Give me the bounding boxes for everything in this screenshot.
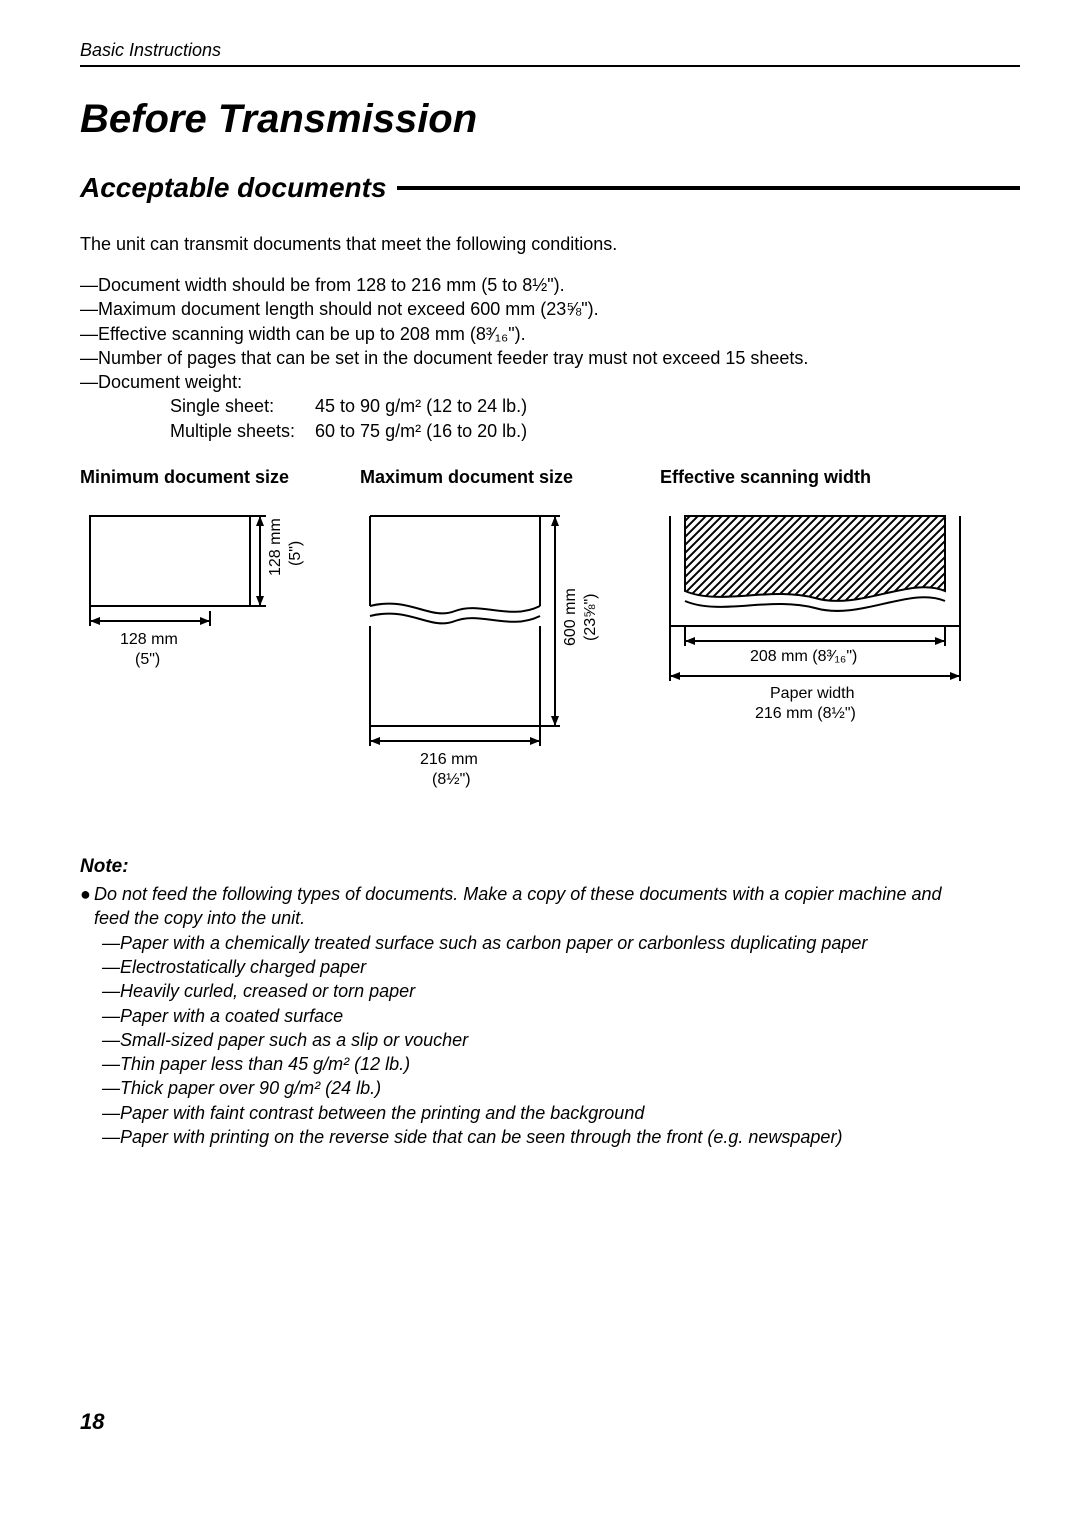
- note-body: ●Do not feed the following types of docu…: [80, 882, 1020, 1149]
- note-item: —Thick paper over 90 g/m² (24 lb.): [80, 1076, 1020, 1100]
- note-item: —Paper with faint contrast between the p…: [80, 1101, 1020, 1125]
- spec-label: Multiple sheets:: [170, 419, 310, 443]
- note-item: —Small-sized paper such as a slip or vou…: [80, 1028, 1020, 1052]
- spec-line-indent: Single sheet: 45 to 90 g/m² (12 to 24 lb…: [80, 394, 1020, 418]
- spec-label: Single sheet:: [170, 394, 310, 418]
- sub-title: Acceptable documents: [80, 172, 397, 204]
- spec-line: —Effective scanning width can be up to 2…: [80, 322, 1020, 346]
- sub-title-row: Acceptable documents: [80, 172, 1020, 204]
- spec-line: —Maximum document length should not exce…: [80, 297, 1020, 321]
- note-heading: Note:: [80, 856, 1020, 878]
- main-title: Before Transmission: [80, 97, 1020, 142]
- spec-line-indent: Multiple sheets: 60 to 75 g/m² (16 to 20…: [80, 419, 1020, 443]
- spec-line: —Document weight:: [80, 370, 1020, 394]
- spec-value: 45 to 90 g/m² (12 to 24 lb.): [315, 396, 527, 416]
- spec-list: —Document width should be from 128 to 21…: [80, 273, 1020, 443]
- max-size-svg: 600 mm (23⅝") 216 mm (8½"): [360, 506, 640, 796]
- max-width-label2: (8½"): [432, 771, 471, 788]
- note-item: —Paper with a coated surface: [80, 1004, 1020, 1028]
- note-intro: ●Do not feed the following types of docu…: [80, 882, 1020, 906]
- note-item: —Paper with printing on the reverse side…: [80, 1125, 1020, 1149]
- note-intro-a: Do not feed the following types of docum…: [94, 884, 942, 904]
- paper-width-label1: Paper width: [770, 685, 855, 702]
- diagram-max: 600 mm (23⅝") 216 mm (8½"): [360, 506, 660, 796]
- eff-width-svg: 208 mm (8³⁄₁₆") Paper width 216 mm (8½"): [660, 506, 980, 736]
- diagram-header: Minimum document size: [80, 467, 360, 488]
- max-height-label2: (23⅝"): [582, 594, 599, 641]
- spec-value: 60 to 75 g/m² (16 to 20 lb.): [315, 421, 527, 441]
- eff-width-label: 208 mm (8³⁄₁₆"): [750, 648, 857, 665]
- max-height-label: 600 mm: [562, 588, 579, 646]
- diagram-eff: 208 mm (8³⁄₁₆") Paper width 216 mm (8½"): [660, 506, 1020, 736]
- note-item: —Thin paper less than 45 g/m² (12 lb.): [80, 1052, 1020, 1076]
- diagram-header: Effective scanning width: [660, 467, 1020, 488]
- paper-width-label2: 216 mm (8½"): [755, 705, 856, 722]
- intro-text: The unit can transmit documents that mee…: [80, 234, 1020, 255]
- min-width-label: 128 mm: [120, 631, 178, 648]
- spec-line: —Document width should be from 128 to 21…: [80, 273, 1020, 297]
- diagram-min: 128 mm (5") 128 mm (5"): [80, 506, 360, 686]
- min-height-label2: (5"): [287, 541, 304, 566]
- page-number: 18: [80, 1409, 1020, 1435]
- diagram-headers: Minimum document size Maximum document s…: [80, 467, 1020, 488]
- diagram-header: Maximum document size: [360, 467, 660, 488]
- diagrams-row: 128 mm (5") 128 mm (5"): [80, 506, 1020, 796]
- bullet-icon: ●: [80, 882, 94, 906]
- note-item: —Heavily curled, creased or torn paper: [80, 979, 1020, 1003]
- max-width-label: 216 mm: [420, 751, 478, 768]
- min-width-label2: (5"): [135, 651, 160, 668]
- min-size-svg: 128 mm (5") 128 mm (5"): [80, 506, 330, 686]
- sub-title-rule: [397, 186, 1020, 190]
- spec-line: —Number of pages that can be set in the …: [80, 346, 1020, 370]
- note-item: —Electrostatically charged paper: [80, 955, 1020, 979]
- note-intro-b: feed the copy into the unit.: [80, 906, 1020, 930]
- note-item: —Paper with a chemically treated surface…: [80, 931, 1020, 955]
- min-height-label: 128 mm: [267, 518, 284, 576]
- header-section: Basic Instructions: [80, 40, 1020, 67]
